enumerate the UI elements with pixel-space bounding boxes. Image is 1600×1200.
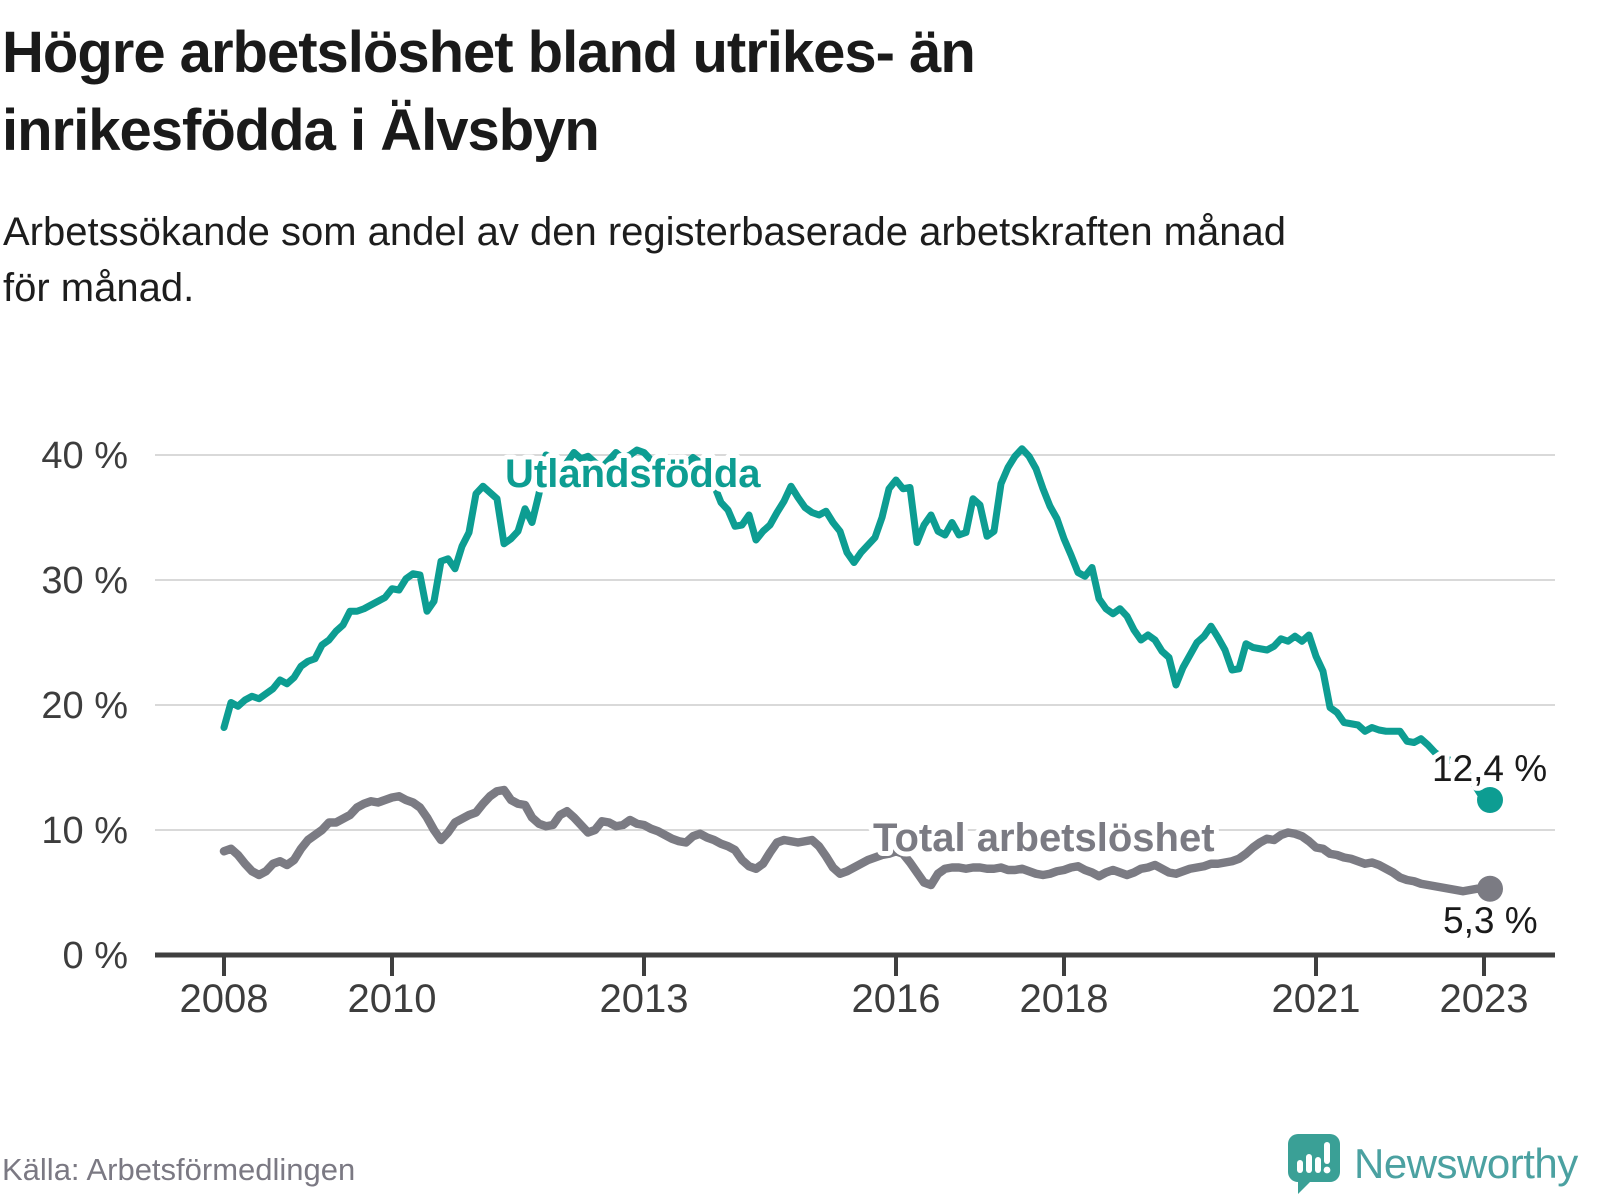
series-label-utlandsfodda: Utlandsfödda [505, 452, 761, 496]
x-tick-label-2010: 2010 [348, 977, 437, 1021]
y-tick-label-30: 30 % [41, 560, 128, 602]
x-tick-label-2023: 2023 [1440, 977, 1529, 1021]
title-line-1: Högre arbetslöshet bland utrikes- än [2, 20, 976, 85]
page-title: Högre arbetslöshet bland utrikes- än inr… [2, 14, 976, 170]
y-tick-label-10: 10 % [41, 810, 128, 852]
end-value-label-utlandsfodda: 12,4 % [1432, 748, 1547, 789]
line-utlandsfodda [220, 445, 1488, 804]
title-line-2: inrikesfödda i Älvsbyn [2, 98, 600, 163]
x-tick-label-2013: 2013 [600, 977, 689, 1021]
line-total [219, 785, 1489, 896]
endpoint-dot-total [1477, 875, 1503, 902]
chart-subtitle: Arbetssökande som andel av den registerb… [3, 204, 1286, 316]
y-tick-label-0: 0 % [63, 935, 128, 977]
y-tick-label-20: 20 % [41, 685, 128, 727]
subtitle-line-2: för månad. [3, 266, 195, 310]
x-tick-label-2008: 2008 [180, 977, 269, 1021]
x-tick-label-2016: 2016 [852, 977, 941, 1021]
endpoint-dot-utlandsfodda [1477, 787, 1503, 813]
x-tick-label-2018: 2018 [1020, 977, 1109, 1021]
brand-name: Newsworthy [1354, 1140, 1578, 1187]
y-tick-label-40: 40 % [41, 435, 128, 477]
brand-logo: Newsworthy [1288, 1132, 1578, 1196]
subtitle-line-1: Arbetssökande som andel av den registerb… [3, 210, 1286, 254]
x-tick-label-2021: 2021 [1272, 977, 1361, 1021]
end-value-label-total: 5,3 % [1443, 900, 1538, 941]
series-label-total: Total arbetslöshet [873, 816, 1215, 860]
newsworthy-bubble-bar-chart-icon [1288, 1134, 1340, 1194]
source-caption: Källa: Arbetsförmedlingen [2, 1152, 356, 1187]
